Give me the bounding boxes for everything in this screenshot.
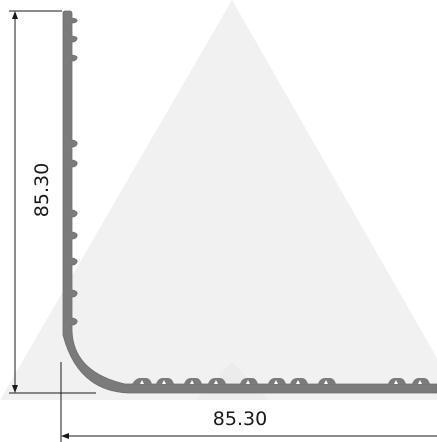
width-label: 85.30 [213,408,267,430]
bottom-slots [132,378,430,384]
slot-opening [140,380,144,384]
slot-opening [418,380,422,384]
slot-opening [324,380,328,384]
slot [388,378,406,384]
width-arrow-left [61,433,69,439]
slot-opening [190,380,194,384]
slot-opening [162,380,166,384]
height-arrow-bottom [12,385,18,393]
slot-opening [274,380,278,384]
height-label: 85.30 [31,163,53,217]
slot [318,378,336,384]
slot [208,378,226,384]
slot-opening [394,380,398,384]
height-dimension [9,10,96,394]
slot [268,378,286,384]
height-arrow-top [12,11,18,19]
profile-body [62,10,437,394]
aluminium-profile [62,10,437,394]
slot [290,378,308,384]
slot [184,378,202,384]
watermark-triangle-large [0,0,437,400]
slot-openings [140,380,422,384]
slot-opening [214,380,218,384]
slot [412,378,430,384]
slot [240,378,258,384]
width-dimension [60,362,437,442]
slot-opening [296,380,300,384]
slot [156,378,174,384]
slot-opening [246,380,250,384]
